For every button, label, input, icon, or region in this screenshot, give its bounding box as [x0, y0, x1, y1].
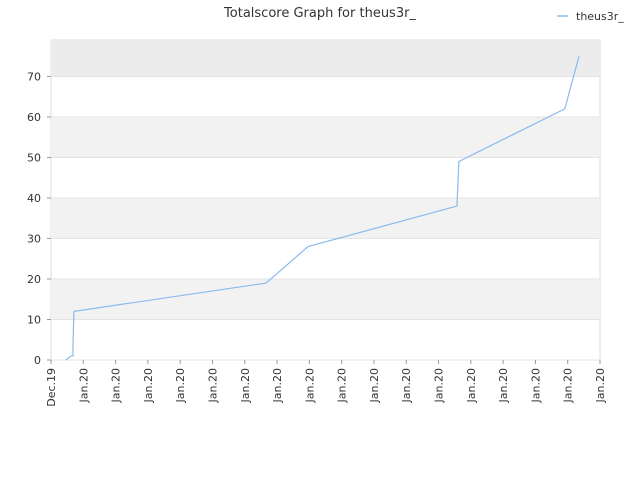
x-tick-label: Jan.20: [336, 368, 349, 403]
x-tick-label: Jan.20: [303, 368, 316, 403]
x-tick-label: Jan.20: [239, 368, 252, 403]
grid-band: [51, 116, 600, 158]
x-tick-label: Dec.19: [45, 368, 58, 407]
grid-band: [51, 278, 600, 320]
x-tick-label: Jan.20: [433, 368, 446, 403]
x-tick-label: Jan.20: [400, 368, 413, 403]
x-tick-label: Jan.20: [271, 368, 284, 403]
x-tick-label: Jan.20: [110, 368, 123, 403]
y-tick-label: 50: [27, 151, 41, 164]
y-tick-label: 20: [27, 273, 41, 286]
grid-band: [51, 197, 600, 239]
legend-label: theus3r_: [576, 10, 624, 23]
chart-title: Totalscore Graph for theus3r_: [223, 6, 416, 21]
grid-band: [51, 40, 600, 77]
x-tick-label: Jan.20: [497, 368, 510, 403]
x-tick-label: Jan.20: [77, 368, 90, 403]
y-tick-label: 30: [27, 232, 41, 245]
y-tick-label: 0: [34, 354, 41, 367]
x-tick-label: Jan.20: [465, 368, 478, 403]
x-tick-label: Jan.20: [529, 368, 542, 403]
x-tick-label: Jan.20: [594, 368, 607, 403]
x-tick-label: Jan.20: [206, 368, 219, 403]
y-tick-label: 10: [27, 313, 41, 326]
x-tick-label: Jan.20: [142, 368, 155, 403]
x-tick-label: Jan.20: [174, 368, 187, 403]
y-tick-label: 40: [27, 192, 41, 205]
y-tick-label: 60: [27, 111, 41, 124]
series-line: [65, 56, 580, 361]
x-tick-label: Jan.20: [562, 368, 575, 403]
y-tick-label: 70: [27, 70, 41, 83]
x-tick-label: Jan.20: [368, 368, 381, 403]
